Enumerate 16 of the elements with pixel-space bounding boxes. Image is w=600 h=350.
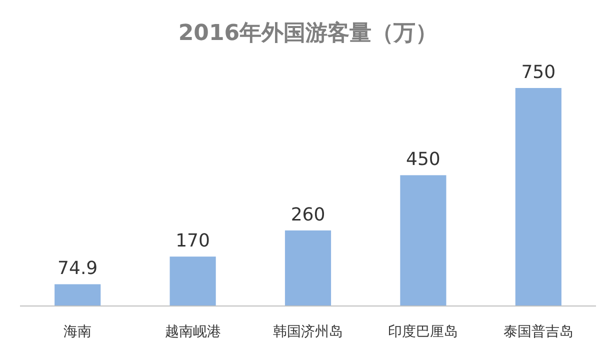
data-label: 750	[521, 62, 556, 83]
data-label: 74.9	[58, 258, 98, 280]
x-tick-label: 越南岘港	[164, 324, 221, 340]
bar	[515, 88, 562, 306]
x-tick-label: 海南	[64, 324, 92, 340]
data-label: 260	[290, 204, 326, 226]
bar	[284, 230, 332, 306]
bar	[54, 284, 101, 306]
x-tick-label: 印度巴厘岛	[388, 324, 458, 340]
data-label: 170	[176, 230, 210, 252]
chart-title: 2016年外国游客量（万）	[178, 20, 438, 46]
data-label: 450	[406, 149, 440, 170]
x-tick-label: 泰国普吉岛	[503, 323, 574, 340]
x-tick-label: 韩国济州岛	[273, 324, 343, 340]
bar	[170, 256, 216, 306]
bar	[400, 175, 446, 306]
